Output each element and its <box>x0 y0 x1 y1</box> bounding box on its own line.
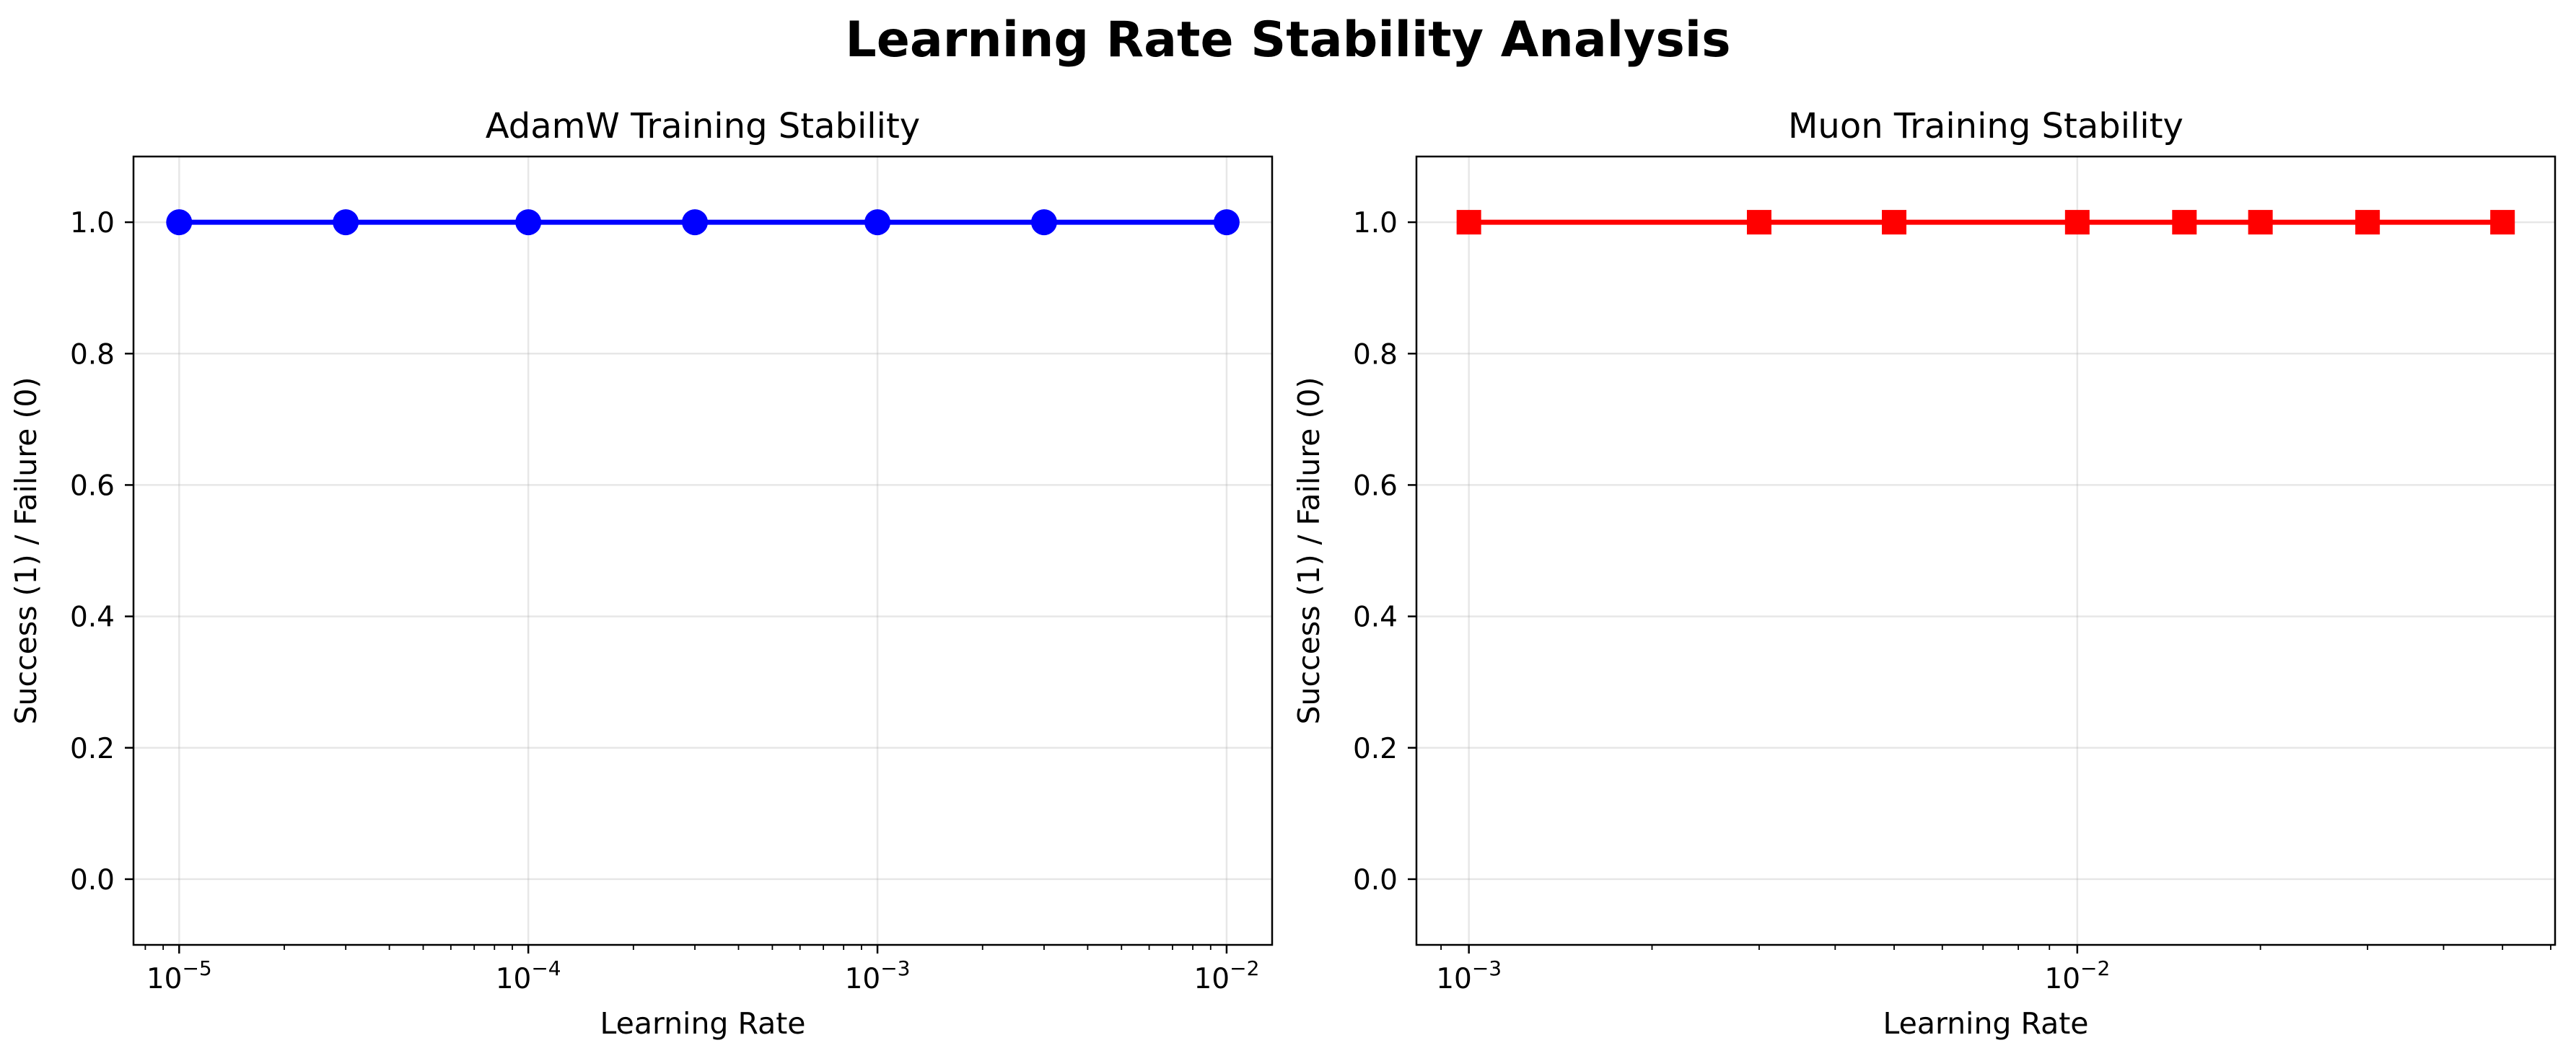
adamw-y-tick-label: 0.4 <box>70 602 115 634</box>
adamw-data-point <box>515 209 542 236</box>
adamw-x-tick-label: 10−4 <box>496 956 561 995</box>
adamw-data-point <box>864 209 891 236</box>
muon-data-point <box>2490 210 2515 235</box>
adamw-data-point <box>333 209 359 236</box>
muon-panel: Muon Training Stability Learning Rate Su… <box>1292 106 2557 1041</box>
adamw-major-ticks <box>125 221 1228 954</box>
adamw-y-tick-label: 0.2 <box>70 733 115 765</box>
muon-data-point <box>1746 210 1771 235</box>
adamw-y-tick-label: 0.0 <box>70 864 115 897</box>
muon-chart-title: Muon Training Stability <box>1788 106 2183 146</box>
adamw-data-point <box>1213 209 1240 236</box>
adamw-x-tick-label: 10−5 <box>146 956 212 995</box>
adamw-series <box>166 209 1240 236</box>
adamw-axes-frame <box>132 155 1274 946</box>
muon-y-tick-labels: 0.0 0.2 0.4 0.6 0.8 1.0 <box>1353 207 1398 897</box>
adamw-y-axis-label: Success (1) / Failure (0) <box>9 377 43 724</box>
adamw-y-tick-label: 0.8 <box>70 338 115 371</box>
muon-data-point <box>1882 210 1907 235</box>
adamw-y-tick-label: 1.0 <box>70 207 115 239</box>
adamw-x-axis-label: Learning Rate <box>600 1006 805 1041</box>
figure-title: Learning Rate Stability Analysis <box>845 12 1730 69</box>
adamw-x-tick-label: 10−2 <box>1193 956 1259 995</box>
adamw-data-point <box>1030 209 1057 236</box>
muon-x-tick-label: 10−3 <box>1436 956 1502 995</box>
muon-y-axis-label: Success (1) / Failure (0) <box>1292 377 1326 724</box>
muon-y-tick-label: 0.6 <box>1353 470 1398 502</box>
muon-data-point <box>2064 210 2090 235</box>
muon-x-tick-label: 10−2 <box>2044 956 2110 995</box>
muon-y-tick-label: 1.0 <box>1353 207 1398 239</box>
adamw-x-tick-labels: 10−5 10−4 10−3 10−2 <box>146 956 1260 995</box>
adamw-y-tick-labels: 0.0 0.2 0.4 0.6 0.8 1.0 <box>70 207 115 897</box>
adamw-panel: AdamW Training Stability Learning Rate S… <box>9 106 1274 1041</box>
muon-x-axis-label: Learning Rate <box>1883 1006 2088 1041</box>
muon-x-tick-labels: 10−3 10−2 <box>1436 956 2110 995</box>
adamw-x-tick-label: 10−3 <box>845 956 911 995</box>
muon-y-tick-label: 0.2 <box>1353 733 1398 765</box>
muon-y-tick-label: 0.0 <box>1353 864 1398 897</box>
adamw-y-tick-label: 0.6 <box>70 470 115 502</box>
adamw-chart-title: AdamW Training Stability <box>486 106 920 146</box>
adamw-data-point <box>166 209 193 236</box>
muon-axes-frame <box>1415 155 2557 946</box>
muon-major-ticks <box>1408 221 2079 954</box>
muon-data-point <box>1456 210 1481 235</box>
muon-y-tick-label: 0.8 <box>1353 338 1398 371</box>
muon-data-point <box>2355 210 2380 235</box>
muon-series <box>1456 210 2515 235</box>
muon-data-point <box>2248 210 2273 235</box>
muon-y-tick-label: 0.4 <box>1353 602 1398 634</box>
muon-data-point <box>2172 210 2197 235</box>
adamw-data-point <box>682 209 709 236</box>
